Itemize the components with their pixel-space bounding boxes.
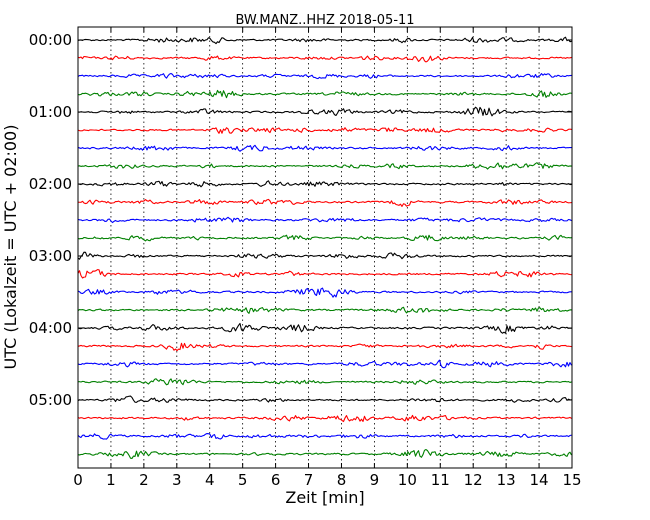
x-tick-label: 8 (337, 471, 347, 489)
x-tick-label: 5 (238, 471, 248, 489)
trace-01:45 (77, 162, 572, 170)
trace-04:45 (77, 378, 572, 386)
trace-04:15 (77, 342, 572, 352)
seismic-traces (77, 36, 572, 459)
trace-05:00 (77, 395, 572, 403)
trace-03:45 (77, 306, 572, 314)
trace-02:30 (77, 216, 572, 224)
x-tick-label: 15 (562, 471, 581, 489)
y-axis-label: UTC (Lokalzeit = UTC + 02:00) (1, 125, 20, 370)
x-tick-label: 1 (106, 471, 116, 489)
trace-00:15 (77, 55, 572, 63)
y-tick-label: 04:00 (29, 319, 72, 337)
trace-01:30 (77, 144, 572, 152)
x-tick-label: 14 (530, 471, 549, 489)
trace-04:30 (77, 359, 572, 369)
x-axis-label: Zeit [min] (285, 488, 364, 507)
trace-02:15 (77, 198, 572, 207)
trace-00:45 (77, 89, 572, 99)
trace-02:45 (77, 234, 572, 242)
trace-00:30 (77, 72, 572, 80)
y-axis-ticks: 00:00 01:00 02:00 03:00 04:00 05:00 (29, 31, 572, 409)
trace-02:00 (77, 180, 572, 188)
y-tick-label: 02:00 (29, 175, 72, 193)
vertical-grid (110, 27, 540, 468)
x-tick-label: 3 (172, 471, 182, 489)
x-tick-label: 13 (497, 471, 516, 489)
x-tick-label: 2 (139, 471, 149, 489)
x-tick-label: 4 (205, 471, 215, 489)
trace-05:45 (77, 449, 572, 459)
y-tick-label: 03:00 (29, 247, 72, 265)
x-tick-label: 6 (271, 471, 281, 489)
trace-03:30 (77, 287, 572, 298)
x-tick-label: 7 (304, 471, 314, 489)
x-tick-label: 11 (431, 471, 450, 489)
x-tick-label: 12 (464, 471, 483, 489)
trace-03:15 (77, 269, 572, 279)
trace-01:15 (77, 127, 572, 134)
trace-00:00 (77, 36, 572, 45)
trace-03:00 (77, 251, 572, 260)
x-tick-label: 9 (370, 471, 380, 489)
y-tick-label: 05:00 (29, 391, 72, 409)
x-axis-ticks: 0 1 2 3 4 5 6 7 8 9 10 11 12 13 14 15 (73, 27, 582, 489)
trace-01:00 (77, 106, 572, 117)
trace-04:00 (77, 322, 572, 334)
trace-05:15 (77, 414, 572, 423)
y-tick-label: 01:00 (29, 103, 72, 121)
x-tick-label: 0 (73, 471, 83, 489)
y-tick-label: 00:00 (29, 31, 72, 49)
x-tick-label: 10 (398, 471, 417, 489)
trace-05:30 (77, 432, 572, 440)
plot-frame (77, 26, 573, 469)
chart-title: BW.MANZ..HHZ 2018-05-11 (235, 13, 414, 28)
